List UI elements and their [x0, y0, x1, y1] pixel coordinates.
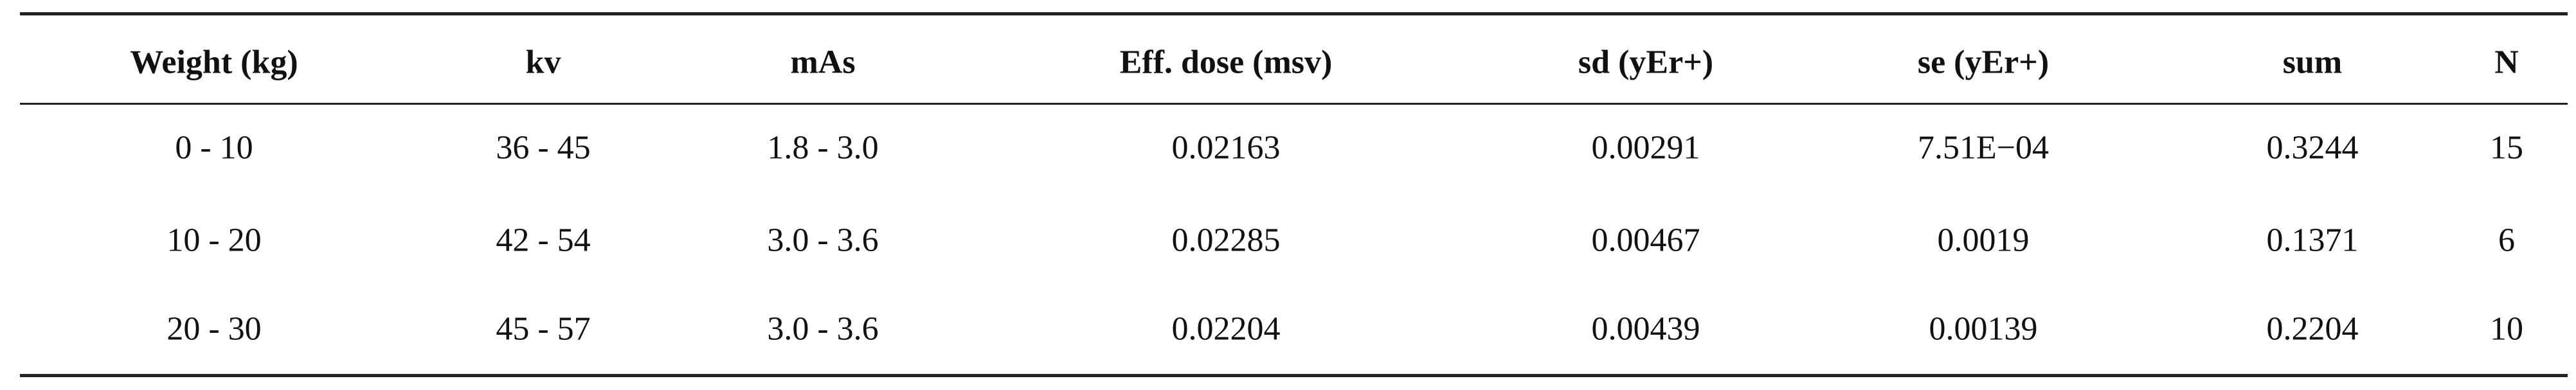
bottom-rule [20, 374, 2568, 377]
header-cell: mAs [790, 44, 856, 81]
header-cell: Eff. dose (msv) [1119, 44, 1333, 81]
header-cell: se (yEr+) [1917, 44, 2049, 81]
table-cell: 36 - 45 [496, 129, 591, 166]
table-cell: 42 - 54 [496, 222, 591, 259]
table-cell: 20 - 30 [167, 310, 262, 348]
table-cell: 45 - 57 [496, 310, 591, 348]
table-cell: 0.02204 [1171, 310, 1281, 348]
table-cell: 6 [2498, 222, 2515, 259]
table-cell: 0 - 10 [175, 129, 253, 166]
table-cell: 1.8 - 3.0 [767, 129, 879, 166]
top-rule [20, 12, 2568, 15]
table-cell: 15 [2490, 129, 2523, 166]
table-cell: 0.0019 [1937, 222, 2030, 259]
table-cell: 0.3244 [2266, 129, 2359, 166]
table-cell: 0.1371 [2266, 222, 2359, 259]
table-cell: 0.00291 [1591, 129, 1700, 166]
table-cell: 0.00139 [1929, 310, 2038, 348]
table-cell: 0.2204 [2266, 310, 2359, 348]
header-cell: N [2494, 44, 2519, 81]
header-cell: sd (yEr+) [1578, 44, 1714, 81]
table-cell: 10 - 20 [167, 222, 262, 259]
header-cell: sum [2282, 44, 2343, 81]
header-rule [20, 103, 2568, 105]
table-cell: 7.51E−04 [1917, 129, 2049, 166]
table-cell: 3.0 - 3.6 [767, 222, 879, 259]
table-cell: 0.00439 [1591, 310, 1700, 348]
table-cell: 0.02285 [1171, 222, 1281, 259]
table-cell: 3.0 - 3.6 [767, 310, 879, 348]
header-cell: kv [525, 44, 561, 81]
table-cell: 0.00467 [1591, 222, 1700, 259]
table-cell: 0.02163 [1171, 129, 1281, 166]
table-cell: 10 [2490, 310, 2523, 348]
header-cell: Weight (kg) [130, 44, 298, 81]
